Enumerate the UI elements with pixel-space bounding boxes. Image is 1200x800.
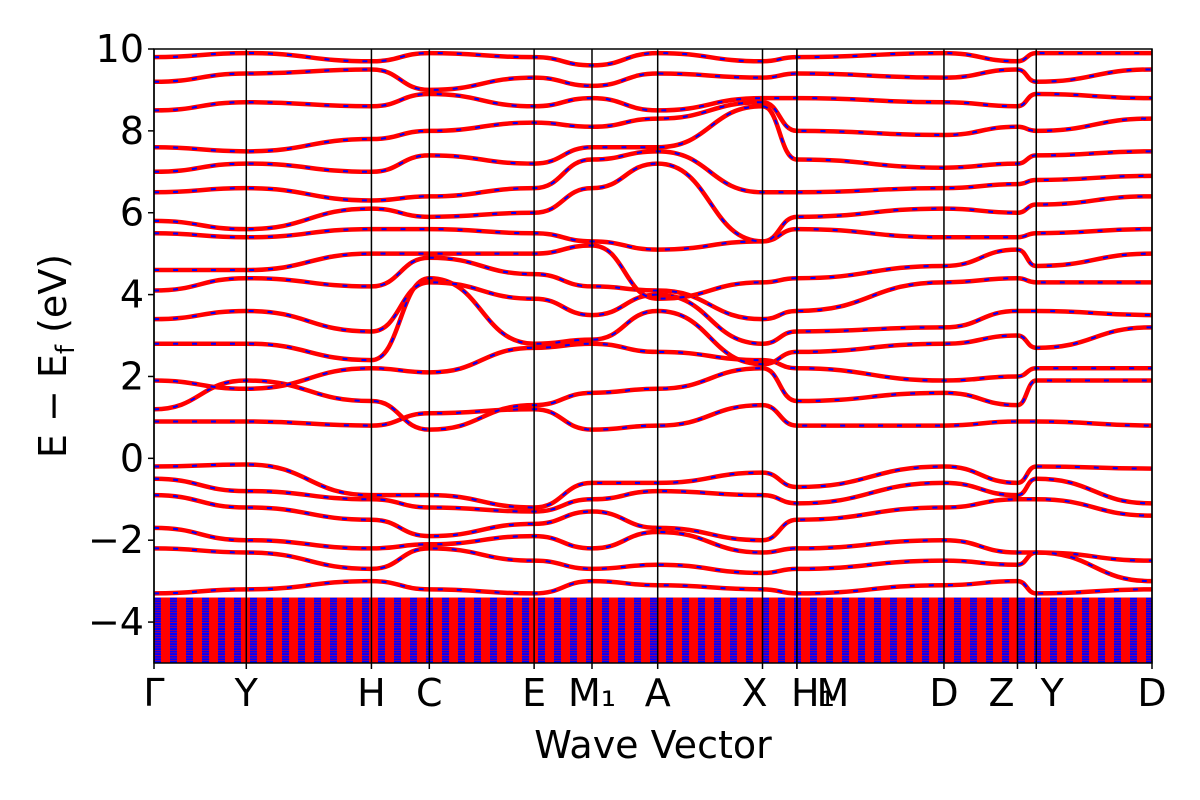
x-tick-label: Z [988, 671, 1014, 715]
x-tick-label: M₁ [568, 671, 616, 715]
x-tick-label: H [357, 671, 386, 715]
y-axis-title-subscript: f [51, 344, 81, 354]
y-axis-title-unit: (eV) [31, 254, 75, 345]
band-line [154, 104, 1152, 175]
x-tick-label: C [416, 671, 443, 715]
dense-band-region [154, 597, 1152, 663]
x-tick-label: E [522, 671, 546, 715]
x-tick-label: X [741, 671, 767, 715]
y-tick-label: −4 [88, 600, 144, 644]
plot-background [154, 49, 1152, 663]
y-tick-label: 8 [120, 109, 144, 153]
y-tick-label: 4 [120, 273, 144, 317]
y-tick-label: 10 [96, 27, 144, 71]
y-axis-title-main: E − E [31, 354, 75, 458]
band-line-dashed [154, 547, 1152, 583]
y-tick-label: −2 [88, 518, 144, 562]
band-line-dashed [154, 105, 1152, 173]
band-line [154, 280, 1152, 346]
y-tick-label: 2 [120, 354, 144, 398]
band-line-dashed [154, 404, 1152, 431]
x-tick-label: Γ [143, 671, 164, 715]
y-tick-label: 6 [120, 191, 144, 235]
dense-band-fill [154, 597, 1152, 663]
y-axis: −4 −2 0 2 4 6 8 10 [88, 27, 154, 644]
x-tick-label: Y [234, 671, 259, 715]
y-axis-title: E − Ef (eV) [31, 254, 81, 458]
x-axis-title: Wave Vector [534, 723, 772, 767]
x-tick-label: M [817, 671, 850, 715]
band-line-dashed [154, 367, 1152, 431]
x-axis: Γ Y H C E M₁ A X H₁M D Z Y D [143, 663, 1167, 715]
x-tick-label: Y [1040, 671, 1065, 715]
x-tick-label: A [645, 671, 671, 715]
x-tick-label: D [1137, 671, 1166, 715]
x-tick-label: D [929, 671, 958, 715]
y-tick-label: 0 [120, 436, 144, 480]
band-line-dashed [154, 93, 1152, 112]
band-line-dashed [154, 281, 1152, 345]
plot-frame [153, 48, 1153, 664]
x-tick-label: H₁ [791, 671, 835, 715]
